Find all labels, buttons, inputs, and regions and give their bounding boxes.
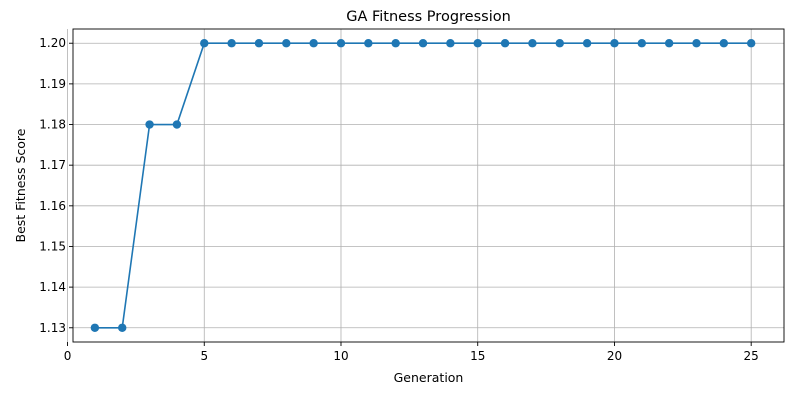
y-tick-label: 1.16 — [39, 199, 66, 213]
data-point — [528, 39, 537, 48]
x-tick-label: 0 — [64, 349, 72, 363]
chart-title: GA Fitness Progression — [346, 9, 511, 25]
data-point — [309, 39, 318, 48]
data-point — [200, 39, 209, 48]
x-tick-label: 15 — [470, 349, 485, 363]
grid — [67, 29, 784, 342]
data-point — [473, 39, 482, 48]
data-point — [391, 39, 400, 48]
data-point — [172, 120, 182, 129]
y-tick-label: 1.19 — [39, 77, 66, 91]
x-tick-label: 10 — [333, 349, 348, 363]
y-axis-label: Best Fitness Score — [13, 128, 28, 242]
x-tick-label: 5 — [200, 349, 208, 363]
ticks: 0 5 10 15 20 25 1.13 1.14 1.15 1.16 1.17 1.18 1.19 1.… — [39, 36, 759, 363]
data-point — [227, 39, 236, 48]
series-line — [94, 42, 752, 329]
data-point — [555, 39, 564, 48]
x-axis-label: Generation — [394, 370, 464, 385]
data-point — [500, 39, 510, 48]
data-point — [692, 39, 701, 48]
data-point — [418, 39, 428, 48]
data-point — [118, 323, 127, 332]
data-point — [664, 39, 674, 48]
data-point — [610, 39, 619, 48]
y-tick-label: 1.14 — [39, 280, 66, 294]
data-point — [637, 39, 646, 48]
data-point — [145, 120, 154, 129]
data-point — [746, 39, 756, 48]
y-tick-label: 1.13 — [39, 321, 66, 335]
data-point — [719, 39, 729, 48]
plot-frame — [72, 28, 785, 343]
data-point — [90, 323, 100, 332]
data-point — [254, 39, 264, 48]
data-point — [282, 39, 291, 48]
x-tick-label: 20 — [607, 349, 622, 363]
y-tick-label: 1.17 — [39, 158, 66, 172]
x-tick-label: 25 — [744, 349, 759, 363]
data-point — [364, 39, 373, 48]
data-point — [336, 39, 346, 48]
y-tick-label: 1.20 — [39, 36, 66, 50]
series-layer — [90, 39, 756, 332]
y-tick-label: 1.15 — [39, 239, 66, 253]
y-tick-label: 1.18 — [39, 118, 66, 132]
data-point — [582, 39, 592, 48]
data-point — [446, 39, 455, 48]
